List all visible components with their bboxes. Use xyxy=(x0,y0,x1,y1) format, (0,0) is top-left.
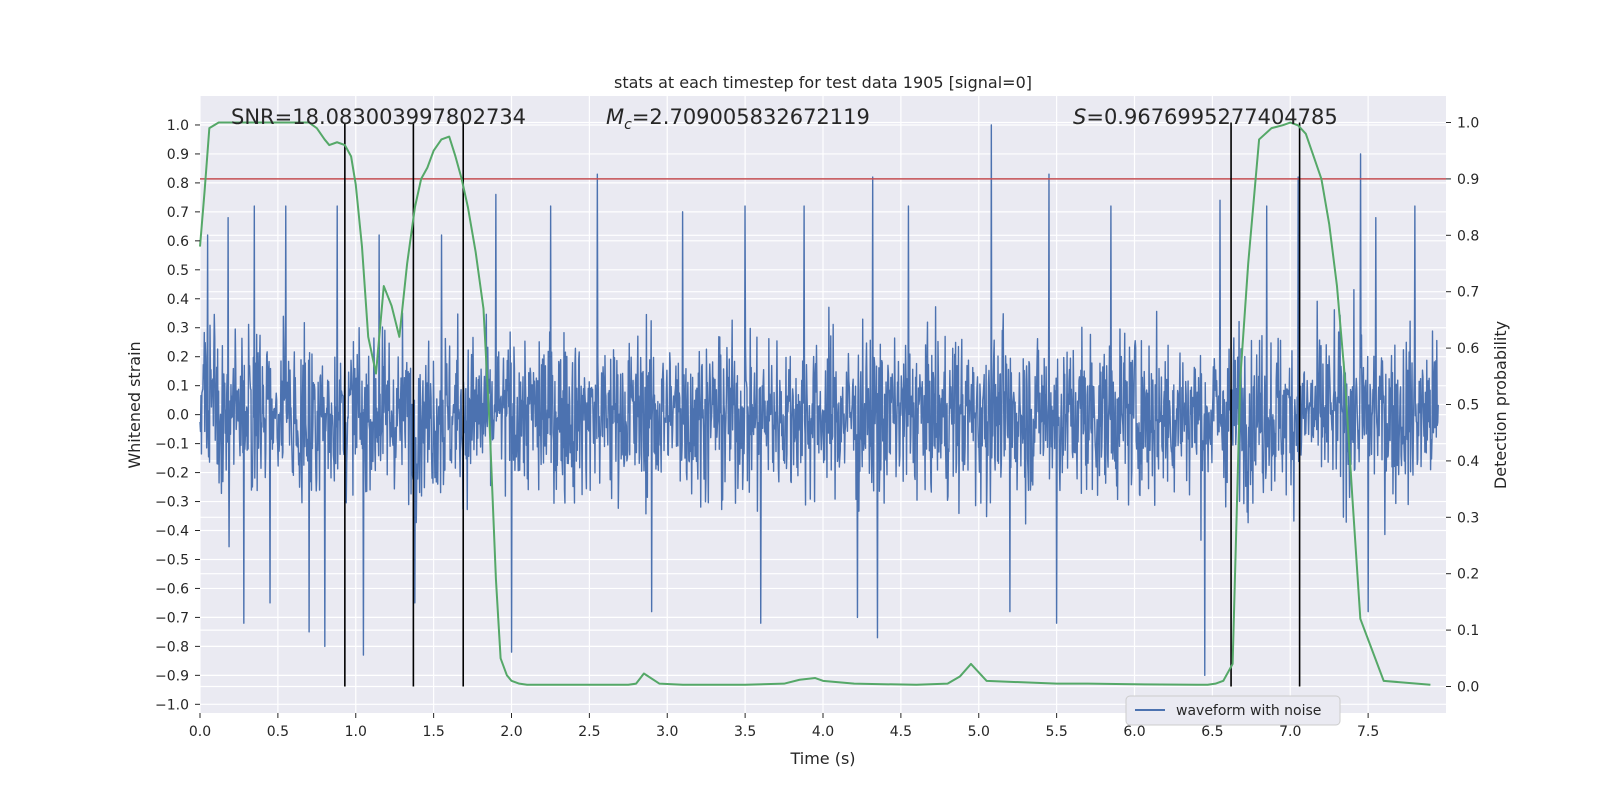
x-tick-label: 4.0 xyxy=(812,724,834,740)
y-tick-label: −0.3 xyxy=(155,495,189,511)
y-tick-label: 0.7 xyxy=(167,205,189,221)
y-right-tick-label: 0.9 xyxy=(1457,172,1479,188)
probability-line xyxy=(199,121,1431,686)
y-tick-label: 0.4 xyxy=(167,292,189,308)
chirp-mass-value: =2.709005832672119 xyxy=(632,105,870,129)
y-tick-label: 0.3 xyxy=(167,321,189,337)
y-right-tick-label: 0.8 xyxy=(1457,228,1479,244)
x-tick-label: 7.0 xyxy=(1279,724,1301,740)
y-tick-label: 0.0 xyxy=(167,408,189,424)
chirp-mass-annotation: Mc=2.709005832672119 xyxy=(606,105,870,133)
score-value: =0.9676995277404785 xyxy=(1086,105,1337,129)
x-tick-label: 4.5 xyxy=(890,724,912,740)
y-tick-label: 0.8 xyxy=(167,176,189,192)
y-tick-label: −0.1 xyxy=(155,437,189,453)
legend-label: waveform with noise xyxy=(1176,703,1321,719)
event-markers xyxy=(344,122,1301,687)
x-tick-label: 0.5 xyxy=(267,724,289,740)
x-axis-label: Time (s) xyxy=(789,749,855,768)
y-tick-label: −0.8 xyxy=(155,639,189,655)
chirp-mass-symbol: M xyxy=(606,105,624,129)
snr-annotation: SNR=18.083003997802734 xyxy=(231,105,526,129)
y-right-tick-label: 0.0 xyxy=(1457,679,1479,695)
y-tick-label: 1.0 xyxy=(167,118,189,134)
y-tick-label: −0.7 xyxy=(155,610,189,626)
y-right-tick-label: 0.3 xyxy=(1457,510,1479,526)
legend-box xyxy=(1125,695,1341,726)
x-tick-label: 0.0 xyxy=(189,724,211,740)
x-tick-label: 1.0 xyxy=(345,724,367,740)
y-tick-label: 0.6 xyxy=(167,234,189,250)
y-tick-label: −1.0 xyxy=(155,697,189,713)
chart-title: stats at each timestep for test data 190… xyxy=(614,73,1032,92)
score-annotation: S=0.9676995277404785 xyxy=(1073,105,1338,129)
y-tick-label: 0.5 xyxy=(167,263,189,279)
y-tick-label: −0.5 xyxy=(155,552,189,568)
x-tick-label: 3.0 xyxy=(656,724,678,740)
x-tick-label: 5.0 xyxy=(968,724,990,740)
y-tick-label: −0.6 xyxy=(155,581,189,597)
y-axis-label: Whitened strain xyxy=(125,341,144,468)
x-tick-label: 3.5 xyxy=(734,724,756,740)
x-tick-label: 1.5 xyxy=(422,724,444,740)
x-tick-label: 7.5 xyxy=(1357,724,1379,740)
y-right-tick-label: 0.1 xyxy=(1457,623,1479,639)
y-axis-right-ticks: 0.0 0.1 0.2 0.3 0.4 0.5 0.6 0.7 0.8 0.9 1.0 xyxy=(1446,116,1479,695)
legend: waveform with noise xyxy=(1125,695,1341,726)
y-right-tick-label: 1.0 xyxy=(1457,116,1479,132)
x-tick-label: 6.0 xyxy=(1123,724,1145,740)
y-tick-label: −0.4 xyxy=(155,524,189,540)
y-right-tick-label: 0.7 xyxy=(1457,285,1479,301)
y-tick-label: 0.9 xyxy=(167,147,189,163)
y-tick-label: 0.2 xyxy=(167,350,189,366)
y-tick-label: −0.2 xyxy=(155,466,189,482)
y-right-tick-label: 0.6 xyxy=(1457,341,1479,357)
y-right-tick-label: 0.2 xyxy=(1457,567,1479,583)
y-right-tick-label: 0.4 xyxy=(1457,454,1479,470)
y-tick-label: −0.9 xyxy=(155,668,189,684)
y-tick-label: 0.1 xyxy=(167,379,189,395)
x-axis-ticks: 0.0 0.5 1.0 1.5 2.0 2.5 3.0 3.5 4.0 4.5 5.0 5.5 6.0 6… xyxy=(189,713,1379,740)
y-right-tick-label: 0.5 xyxy=(1457,398,1479,414)
x-tick-label: 2.5 xyxy=(578,724,600,740)
x-tick-label: 5.5 xyxy=(1045,724,1067,740)
x-tick-label: 2.0 xyxy=(500,724,522,740)
x-tick-label: 6.5 xyxy=(1201,724,1223,740)
y-axis-ticks: −1.0 −0.9 −0.8 −0.7 −0.6 −0.5 −0.4 −0.3 −0.2 −0.1… xyxy=(155,118,200,713)
chirp-mass-subscript: c xyxy=(624,117,632,133)
y-axis-right-label: Detection probability xyxy=(1491,321,1510,489)
score-symbol: S xyxy=(1073,105,1086,129)
probability-series xyxy=(199,121,1431,686)
